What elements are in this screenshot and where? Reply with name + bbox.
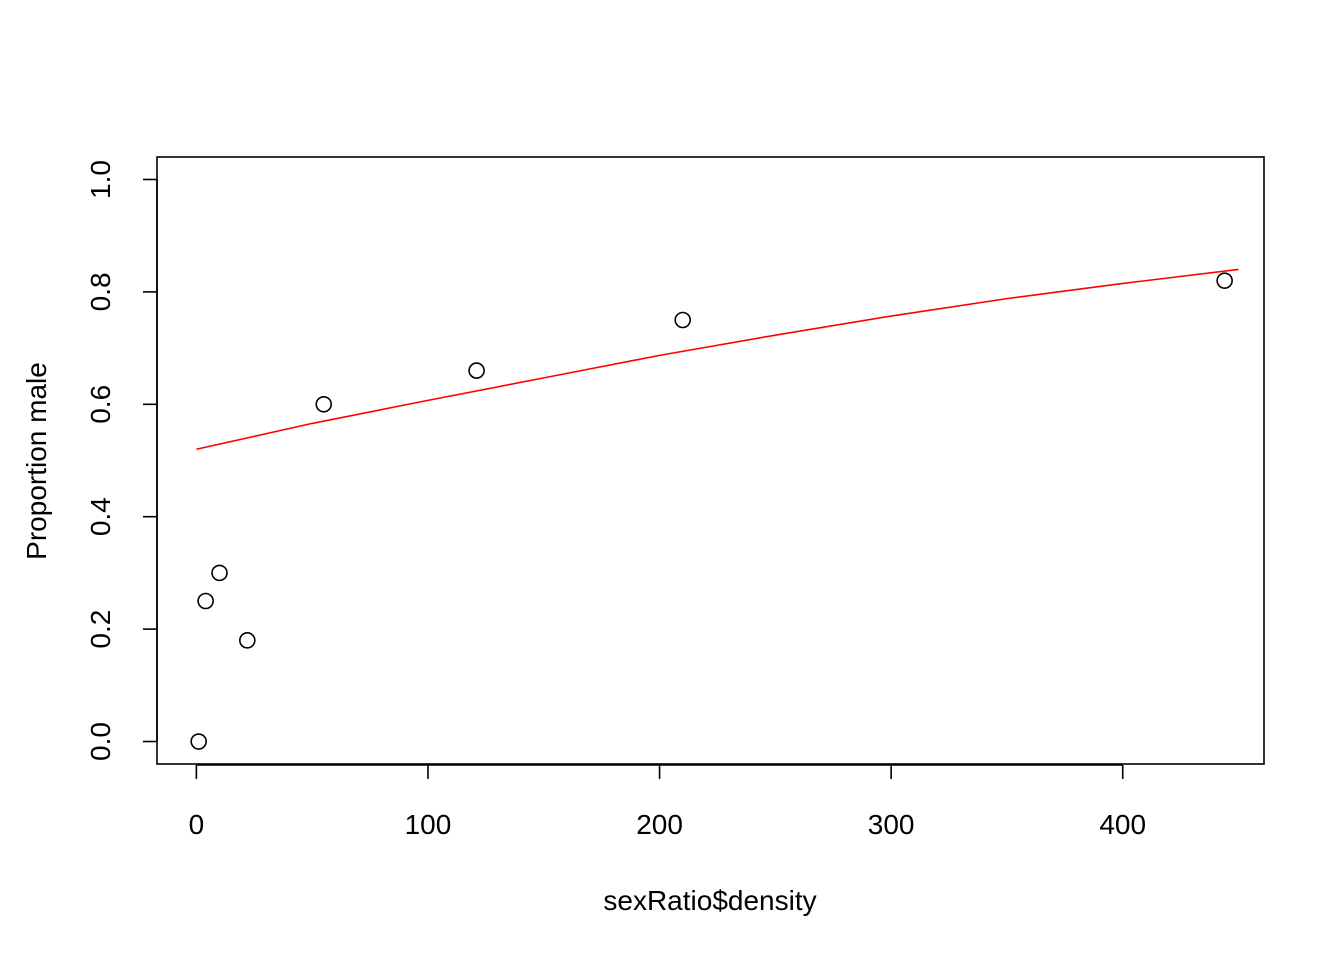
- y-tick-label: 0.8: [85, 272, 116, 311]
- y-tick-label: 0.2: [85, 610, 116, 649]
- fit-line: [196, 268, 1239, 451]
- data-point: [211, 564, 228, 582]
- y-axis: 0.0 0.2 0.4 0.6 0.8 1.0: [85, 160, 158, 761]
- data-point: [1216, 272, 1233, 289]
- x-axis: 0 100 200 300 400: [189, 764, 1146, 840]
- fit-line-layer: [196, 268, 1239, 451]
- y-tick-label: 1.0: [85, 160, 116, 199]
- data-point: [197, 592, 214, 610]
- data-point: [190, 733, 207, 750]
- data-point: [239, 632, 256, 649]
- data-point: [315, 395, 333, 413]
- points-layer: [190, 272, 1233, 750]
- x-tick-label: 200: [636, 809, 683, 840]
- data-point: [674, 311, 692, 329]
- x-tick-label: 0: [189, 809, 205, 840]
- data-point: [468, 362, 485, 379]
- x-tick-label: 400: [1099, 809, 1146, 840]
- y-tick-label: 0.6: [85, 385, 116, 424]
- plot-frame: [156, 156, 1265, 765]
- y-axis-label: Proportion male: [21, 362, 52, 560]
- y-tick-label: 0.4: [85, 497, 116, 536]
- x-tick-label: 100: [405, 809, 452, 840]
- x-axis-label: sexRatio$density: [603, 885, 816, 916]
- y-tick-label: 0.0: [85, 722, 116, 761]
- x-tick-label: 300: [868, 809, 915, 840]
